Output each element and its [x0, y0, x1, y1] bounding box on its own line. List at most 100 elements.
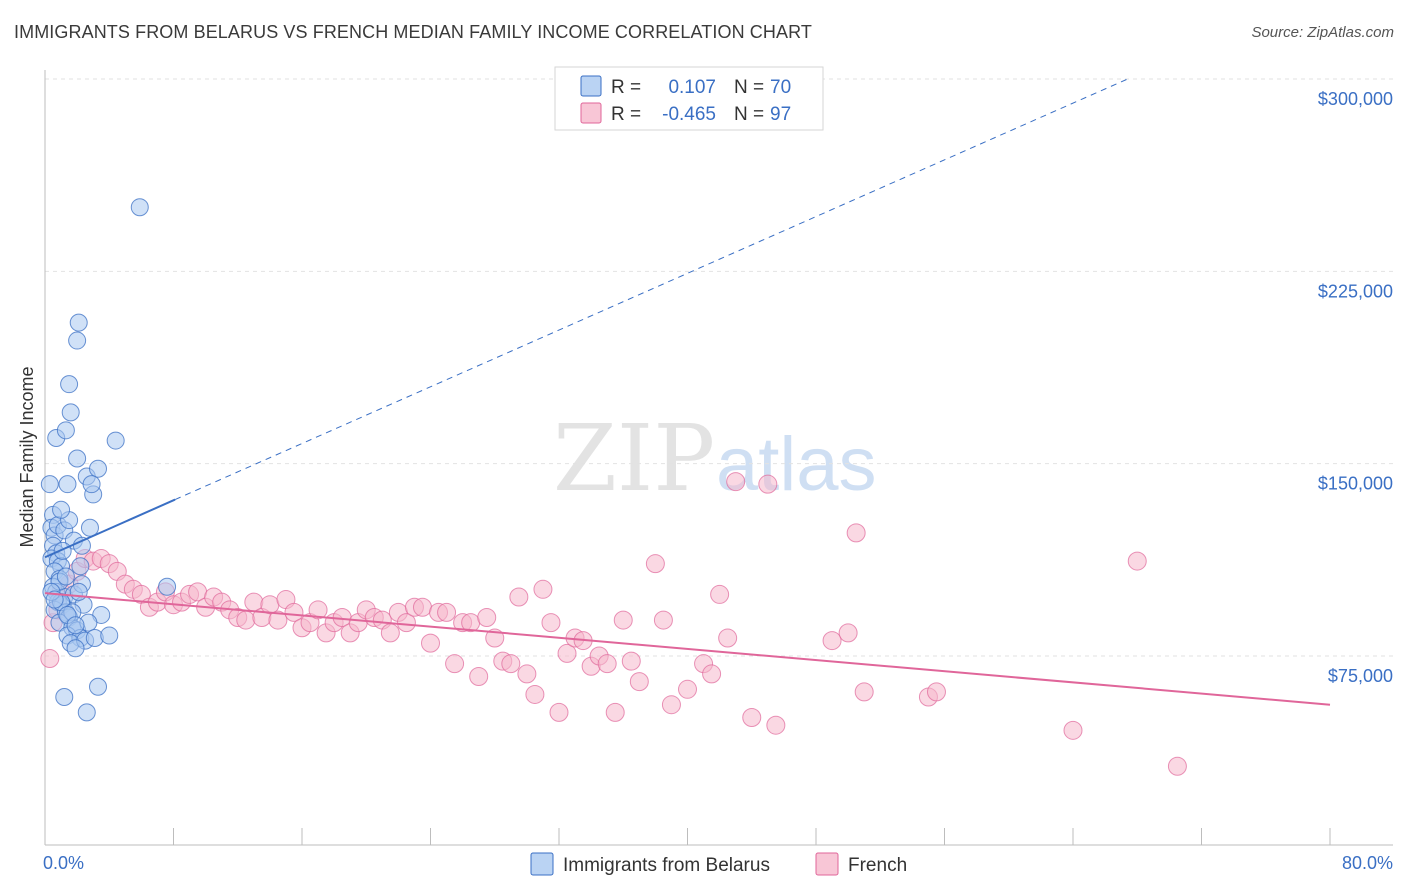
- belarus-point: [56, 421, 75, 440]
- belarus-point: [68, 449, 87, 468]
- belarus-point: [61, 403, 80, 422]
- french-point: [284, 602, 304, 622]
- french-point: [766, 715, 786, 735]
- belarus-trend-solid: [44, 498, 176, 559]
- watermark-zip: ZIP: [553, 405, 715, 512]
- french-point: [846, 523, 866, 543]
- series-legend-label-belarus: Immigrants from Belarus: [563, 855, 770, 876]
- source-credit: Source: ZipAtlas.com: [1251, 24, 1394, 41]
- french-point: [525, 684, 545, 704]
- french-point: [702, 664, 722, 684]
- belarus-point: [52, 500, 71, 519]
- french-point: [533, 579, 553, 599]
- belarus-point: [89, 459, 108, 478]
- french-point: [1063, 720, 1083, 740]
- y-axis-title: Median Family Income: [17, 366, 37, 547]
- legend-r-value-belarus: 0.107: [668, 77, 716, 98]
- french-point: [268, 610, 288, 630]
- french-point: [678, 679, 697, 699]
- watermark: ZIP atlas: [553, 405, 877, 512]
- french-point: [421, 633, 440, 653]
- french-point: [621, 651, 641, 671]
- belarus-point: [66, 616, 85, 635]
- belarus-point: [60, 375, 79, 394]
- french-point: [396, 613, 416, 633]
- belarus-points: [40, 198, 177, 722]
- y-tick-label: $300,000: [1318, 89, 1393, 109]
- belarus-point: [55, 688, 74, 707]
- x-tick-label: 80.0%: [1342, 853, 1393, 873]
- french-point: [501, 654, 521, 674]
- belarus-point: [106, 431, 125, 450]
- belarus-point: [89, 677, 108, 696]
- french-point: [597, 654, 617, 674]
- french-point: [308, 600, 328, 620]
- belarus-point: [58, 475, 77, 494]
- axes: [44, 70, 1393, 846]
- series-legend-swatch-french: [815, 852, 839, 876]
- chart-title: IMMIGRANTS FROM BELARUS VS FRENCH MEDIAN…: [14, 22, 812, 42]
- french-point: [541, 613, 561, 633]
- french-point: [509, 587, 529, 607]
- y-tick-label: $150,000: [1318, 474, 1393, 494]
- french-point: [726, 472, 746, 492]
- legend-n-value-french: 97: [770, 104, 791, 125]
- french-point: [661, 695, 681, 715]
- french-trend: [44, 592, 1331, 706]
- french-point: [605, 702, 625, 722]
- belarus-point: [66, 639, 85, 658]
- french-point: [854, 682, 874, 702]
- french-point: [758, 474, 778, 494]
- belarus-point: [100, 626, 119, 645]
- french-point: [629, 672, 649, 692]
- belarus-trend-extension: [174, 78, 1128, 501]
- french-point: [613, 610, 633, 630]
- belarus-point: [77, 703, 96, 722]
- legend-n-label-belarus: N =: [734, 77, 764, 98]
- trend-lines: [44, 78, 1331, 706]
- x-tick-labels: 0.0% 80.0%: [43, 853, 1393, 873]
- french-point: [710, 584, 730, 604]
- french-point: [822, 631, 842, 651]
- legend-swatch-french: [580, 102, 602, 124]
- belarus-point: [68, 331, 87, 350]
- legend-r-label-french: R =: [611, 104, 641, 125]
- french-points: [40, 472, 1187, 776]
- belarus-point: [82, 475, 101, 494]
- legend-r-value-french: -0.465: [662, 104, 716, 125]
- legend-n-value-belarus: 70: [770, 77, 791, 98]
- french-point: [645, 554, 665, 574]
- french-point: [445, 654, 465, 674]
- belarus-point: [71, 557, 90, 576]
- y-tick-label: $75,000: [1328, 666, 1393, 686]
- belarus-point: [56, 567, 75, 586]
- y-tick-label: $225,000: [1318, 281, 1393, 301]
- series-legend-swatch-belarus: [530, 852, 554, 876]
- french-point: [517, 664, 537, 684]
- watermark-atlas: atlas: [716, 422, 877, 507]
- legend-swatch-belarus: [580, 75, 602, 97]
- french-point: [557, 643, 577, 663]
- series-legend: Immigrants from Belarus French: [530, 852, 907, 876]
- french-point: [1167, 756, 1187, 776]
- stats-legend: R = 0.107 N = 70 R = -0.465 N = 97: [554, 66, 824, 131]
- french-point: [926, 682, 946, 702]
- belarus-point: [158, 577, 177, 596]
- french-point: [469, 666, 489, 686]
- french-point: [236, 610, 256, 630]
- french-point: [1127, 551, 1147, 571]
- belarus-point: [69, 313, 88, 332]
- french-point: [742, 708, 762, 728]
- french-point: [380, 623, 400, 643]
- french-point: [40, 649, 60, 669]
- french-point: [838, 623, 858, 643]
- belarus-point: [130, 198, 149, 217]
- french-point: [653, 610, 673, 630]
- y-tick-labels: $75,000 $150,000 $225,000 $300,000: [1318, 89, 1393, 686]
- french-point: [477, 608, 497, 628]
- french-point: [412, 597, 432, 617]
- belarus-point: [69, 582, 88, 601]
- legend-n-label-french: N =: [734, 104, 764, 125]
- gridlines: [45, 78, 1393, 657]
